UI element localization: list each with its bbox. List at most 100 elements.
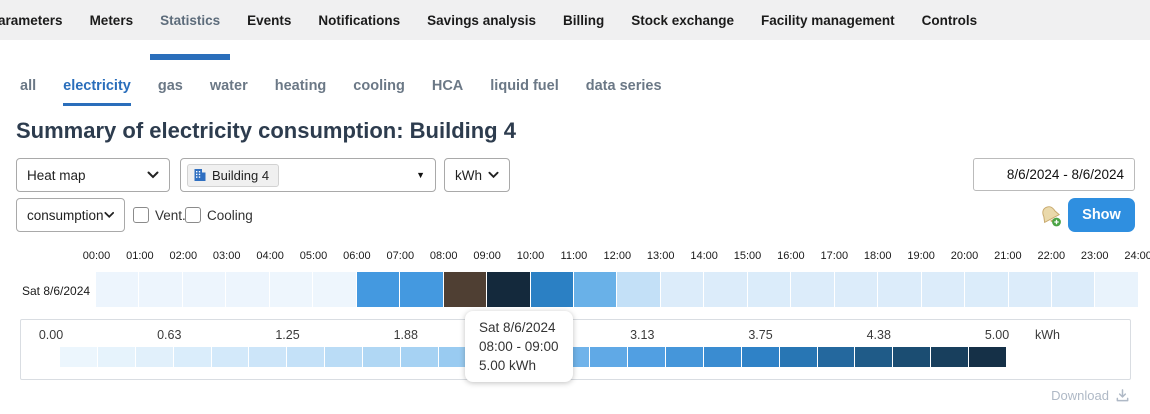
- nav-item-label: Events: [247, 12, 292, 28]
- legend-cell: [249, 347, 287, 367]
- legend-tick-label: 1.25: [275, 328, 300, 342]
- cooling-checkbox[interactable]: [185, 207, 201, 223]
- nav-item-label: Stock exchange: [631, 12, 735, 28]
- heatmap-cell-08-00-09-00[interactable]: [443, 272, 487, 307]
- heatmap-cell-02-00-03-00[interactable]: [182, 272, 226, 307]
- tab-data-series[interactable]: data series: [586, 78, 662, 106]
- heatmap-cell-05-00-06-00[interactable]: [313, 272, 356, 307]
- heatmap-cell-11-00-12-00[interactable]: [573, 272, 617, 307]
- heatmap-cell-22-00-23-00[interactable]: [1051, 272, 1095, 307]
- tab-label: gas: [157, 78, 183, 94]
- page-title: Summary of electricity consumption: Buil…: [16, 118, 516, 143]
- time-axis-label: 16:00: [777, 250, 805, 262]
- time-axis-label: 07:00: [386, 250, 415, 262]
- legend-cell: [287, 347, 325, 367]
- add-alarm-bell-icon[interactable]: [1038, 203, 1064, 229]
- heatmap-tooltip: Sat 8/6/2024 08:00 - 09:00 5.00 kWh: [465, 311, 573, 382]
- heatmap-cell-06-00-07-00[interactable]: [356, 272, 400, 307]
- nav-item-notifications[interactable]: Notifications: [318, 0, 400, 40]
- tab-label: data series: [585, 78, 662, 94]
- heatmap-cell-07-00-08-00[interactable]: [400, 272, 443, 307]
- time-axis-label: 19:00: [907, 250, 935, 262]
- meter-chip[interactable]: Building 4: [187, 163, 280, 187]
- unit-select[interactable]: kWh: [444, 158, 510, 192]
- heatmap-cell-19-00-20-00[interactable]: [921, 272, 965, 307]
- heatmap-cell-09-00-10-00[interactable]: [487, 272, 530, 307]
- time-axis-label: 12:00: [603, 250, 632, 262]
- time-axis-label: 05:00: [299, 250, 328, 262]
- chart-type-value: Heat map: [27, 167, 86, 183]
- active-tab-underline: [63, 103, 131, 106]
- quantity-select[interactable]: consumption: [16, 198, 125, 232]
- nav-item-billing[interactable]: Billing: [563, 0, 604, 40]
- tab-water[interactable]: water: [210, 78, 248, 106]
- vent-checkbox[interactable]: [133, 207, 149, 223]
- tooltip-interval: 08:00 - 09:00: [479, 339, 559, 354]
- heatmap-row: [96, 272, 1138, 307]
- heatmap-cell-15-00-16-00[interactable]: [747, 272, 791, 307]
- top-navigation: Parameters Meters Statistics Events Notifica…: [0, 0, 1150, 60]
- chart-type-select[interactable]: Heat map: [16, 158, 170, 192]
- time-axis-label: 03:00: [212, 250, 241, 262]
- time-axis-label: 08:00: [429, 250, 458, 262]
- heatmap-cell-13-00-14-00[interactable]: [660, 272, 704, 307]
- time-axis-label: 09:00: [473, 250, 501, 262]
- meter-chip-label: Building 4: [212, 167, 270, 183]
- time-axis-label: 14:00: [690, 250, 718, 262]
- nav-item-statistics[interactable]: Statistics: [150, 0, 231, 60]
- heatmap-cell-01-00-02-00[interactable]: [139, 272, 182, 307]
- time-axis-label: 21:00: [994, 250, 1022, 262]
- download-link[interactable]: Download: [1051, 388, 1130, 403]
- time-axis-label: 13:00: [646, 250, 675, 262]
- time-axis-label: 22:00: [1037, 250, 1066, 262]
- chevron-down-icon: [488, 171, 499, 179]
- tab-cooling[interactable]: cooling: [353, 78, 405, 106]
- heatmap-cell-00-00-01-00[interactable]: [96, 272, 139, 307]
- heatmap-cell-03-00-04-00[interactable]: [226, 272, 269, 307]
- legend-cell: [817, 347, 855, 367]
- heatmap-cell-14-00-15-00[interactable]: [704, 272, 747, 307]
- show-button[interactable]: Show: [1068, 198, 1135, 232]
- chevron-down-icon: [147, 171, 159, 179]
- heatmap-cell-12-00-13-00[interactable]: [617, 272, 660, 307]
- tab-liquid-fuel[interactable]: liquid fuel: [490, 78, 558, 106]
- heatmap-cell-21-00-22-00[interactable]: [1008, 272, 1051, 307]
- building-icon: [194, 169, 206, 181]
- legend-tick-label: 5.00: [984, 328, 1010, 342]
- tab-all[interactable]: all: [20, 78, 36, 106]
- date-range-input[interactable]: [973, 158, 1135, 191]
- tab-hca[interactable]: HCA: [432, 78, 463, 106]
- tab-label: cooling: [353, 78, 405, 94]
- heatmap-row-label: Sat 8/6/2024: [22, 284, 91, 298]
- time-axis-label: 18:00: [863, 250, 892, 262]
- heatmap-cell-23-00-24-00[interactable]: [1095, 272, 1138, 307]
- legend-cell: [173, 347, 211, 367]
- meter-select[interactable]: Building 4 ▼: [180, 158, 436, 192]
- legend-cell: [893, 347, 931, 367]
- legend-cell: [855, 347, 893, 367]
- heatmap-cell-16-00-17-00[interactable]: [791, 272, 834, 307]
- heatmap-cell-10-00-11-00[interactable]: [530, 272, 573, 307]
- heatmap-cell-18-00-19-00[interactable]: [878, 272, 921, 307]
- heatmap-cell-04-00-05-00[interactable]: [269, 272, 313, 307]
- heatmap-cell-20-00-21-00[interactable]: [965, 272, 1008, 307]
- tab-gas[interactable]: gas: [158, 78, 183, 106]
- nav-item-label: Statistics: [160, 12, 221, 28]
- nav-item-facility-management[interactable]: Facility management: [761, 0, 895, 40]
- legend-cell: [590, 347, 628, 367]
- nav-item-parameters[interactable]: Parameters: [0, 0, 63, 40]
- nav-item-stock-exchange[interactable]: Stock exchange: [631, 0, 734, 40]
- nav-item-label: Billing: [562, 12, 605, 28]
- nav-item-events[interactable]: Events: [247, 0, 291, 40]
- nav-item-meters[interactable]: Meters: [90, 0, 134, 40]
- nav-item-controls[interactable]: Controls: [922, 0, 978, 40]
- heatmap-time-axis: 00:00 01:00 02:00 03:00 04:00 05:00 06:00 07:00…: [0, 250, 1150, 264]
- legend-cell: [135, 347, 173, 367]
- legend-tick-label: 3.13: [630, 328, 655, 342]
- nav-item-savings-analysis[interactable]: Savings analysis: [427, 0, 536, 40]
- tab-label: all: [20, 78, 37, 94]
- nav-item-label: Meters: [89, 12, 134, 28]
- tab-electricity[interactable]: electricity: [63, 78, 131, 106]
- tab-heating[interactable]: heating: [275, 78, 327, 106]
- heatmap-cell-17-00-18-00[interactable]: [834, 272, 878, 307]
